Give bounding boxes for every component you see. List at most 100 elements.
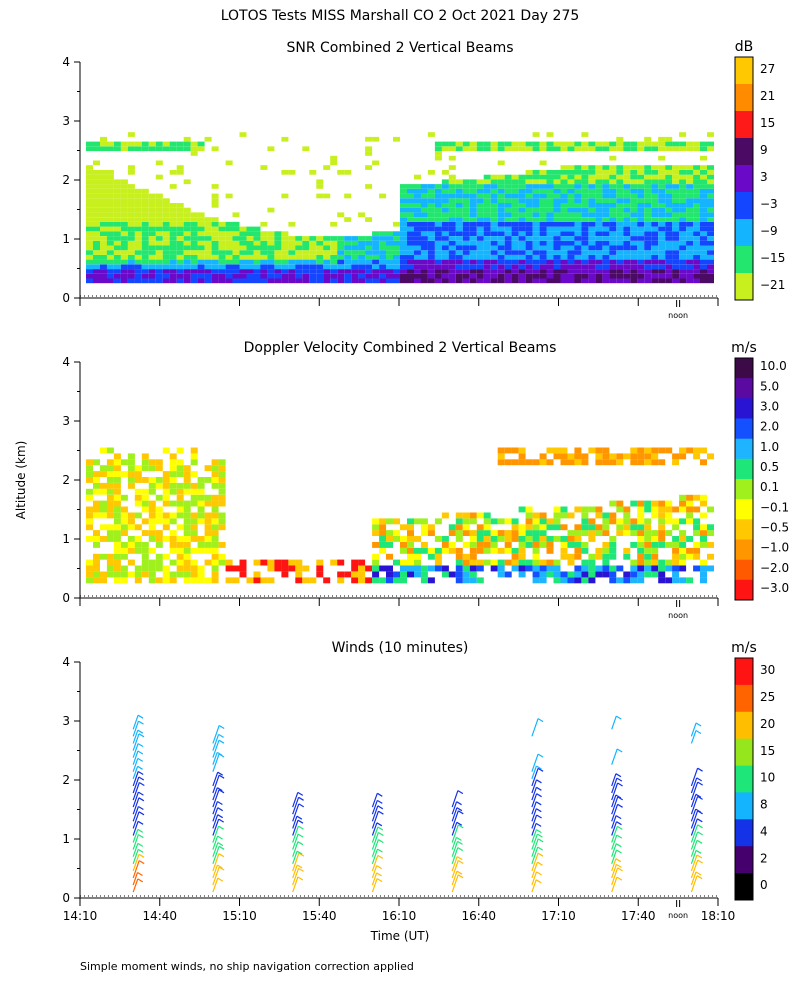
snr-cell [616,165,624,170]
snr-cell [602,170,610,175]
snr-cell [441,245,449,251]
colorbar-swatch [735,479,753,500]
wind-barb [531,768,539,787]
snr-cell [567,226,575,232]
snr-cell [574,259,582,265]
snr-cell [455,226,463,232]
snr-cell [490,226,498,232]
snr-cell [400,240,407,246]
snr-cell [588,217,596,222]
snr-cell [693,278,701,284]
velocity-cell [93,482,100,489]
snr-cell [518,207,526,213]
velocity-cell [637,512,645,519]
snr-cell [93,231,100,236]
snr-cell [100,198,107,203]
velocity-cell [567,571,575,578]
snr-cell [595,240,603,246]
snr-cell [414,273,421,279]
y-tick-label: 3 [62,714,70,728]
snr-cell [358,240,366,246]
snr-cell [651,231,659,236]
snr-cell [637,221,645,227]
velocity-cell [169,577,177,584]
snr-cell [518,179,526,185]
snr-cell [518,188,526,194]
snr-cell [637,231,645,236]
velocity-cell [141,530,149,536]
snr-cell [246,245,254,251]
snr-cell [330,160,338,166]
snr-cell [141,236,149,241]
snr-cell [630,193,638,199]
snr-cell [365,165,373,170]
snr-cell [302,146,310,152]
velocity-cell [218,465,226,472]
snr-cell [623,174,631,180]
velocity-cell [267,565,275,572]
snr-cell [567,231,575,236]
snr-cell [393,278,400,284]
velocity-cell [672,565,680,572]
velocity-cell [127,465,135,472]
x-tick-label: 14:10 [63,909,98,923]
wind-barb [212,787,218,801]
snr-cell [623,226,631,232]
snr-cell [497,203,505,208]
snr-cell [574,273,582,279]
velocity-cell [630,447,638,454]
snr-cell [644,136,652,142]
snr-cell [511,254,519,260]
snr-cell [337,236,345,241]
velocity-cell [602,559,610,566]
snr-cell [595,226,603,232]
velocity-cell [679,494,687,501]
snr-cell [553,217,561,222]
velocity-cell [658,518,666,525]
velocity-cell [581,530,589,536]
snr-cell [393,231,400,236]
snr-cell [539,203,547,208]
velocity-cell [637,524,645,531]
velocity-cell [434,565,442,572]
velocity-cell [483,559,491,566]
snr-cell [127,240,135,246]
snr-cell [644,269,652,274]
snr-cell [693,203,701,208]
snr-cell [462,226,470,232]
snr-cell [100,207,107,213]
velocity-cell [190,482,198,489]
velocity-cell [602,547,610,554]
snr-cell [455,188,463,194]
velocity-cell [337,577,345,584]
velocity-cell [386,571,393,578]
snr-cell [434,151,442,156]
colorbar-swatch [735,738,753,767]
wind-barb-flag [218,724,225,730]
snr-cell [134,226,142,232]
snr-cell [644,240,652,246]
velocity-cell [525,542,533,548]
snr-cell [693,193,701,199]
snr-cell [316,273,324,279]
snr-cell [155,203,163,208]
snr-cell [100,278,107,284]
velocity-cell [211,553,219,560]
snr-cell [141,231,149,236]
velocity-cell [197,482,205,489]
snr-cell [169,250,177,255]
snr-cell [323,236,331,241]
snr-cell [665,273,673,279]
snr-cell [176,203,184,208]
snr-cell [511,188,519,194]
velocity-cell [148,530,156,536]
snr-cell [106,174,114,180]
velocity-cell [546,536,554,542]
wind-barb-flag [615,715,622,720]
snr-cell [434,240,442,246]
wind-barb-flag [696,854,703,859]
velocity-cell [623,453,631,460]
snr-cell [232,254,240,260]
snr-cell [567,184,575,189]
velocity-cell [700,542,707,548]
